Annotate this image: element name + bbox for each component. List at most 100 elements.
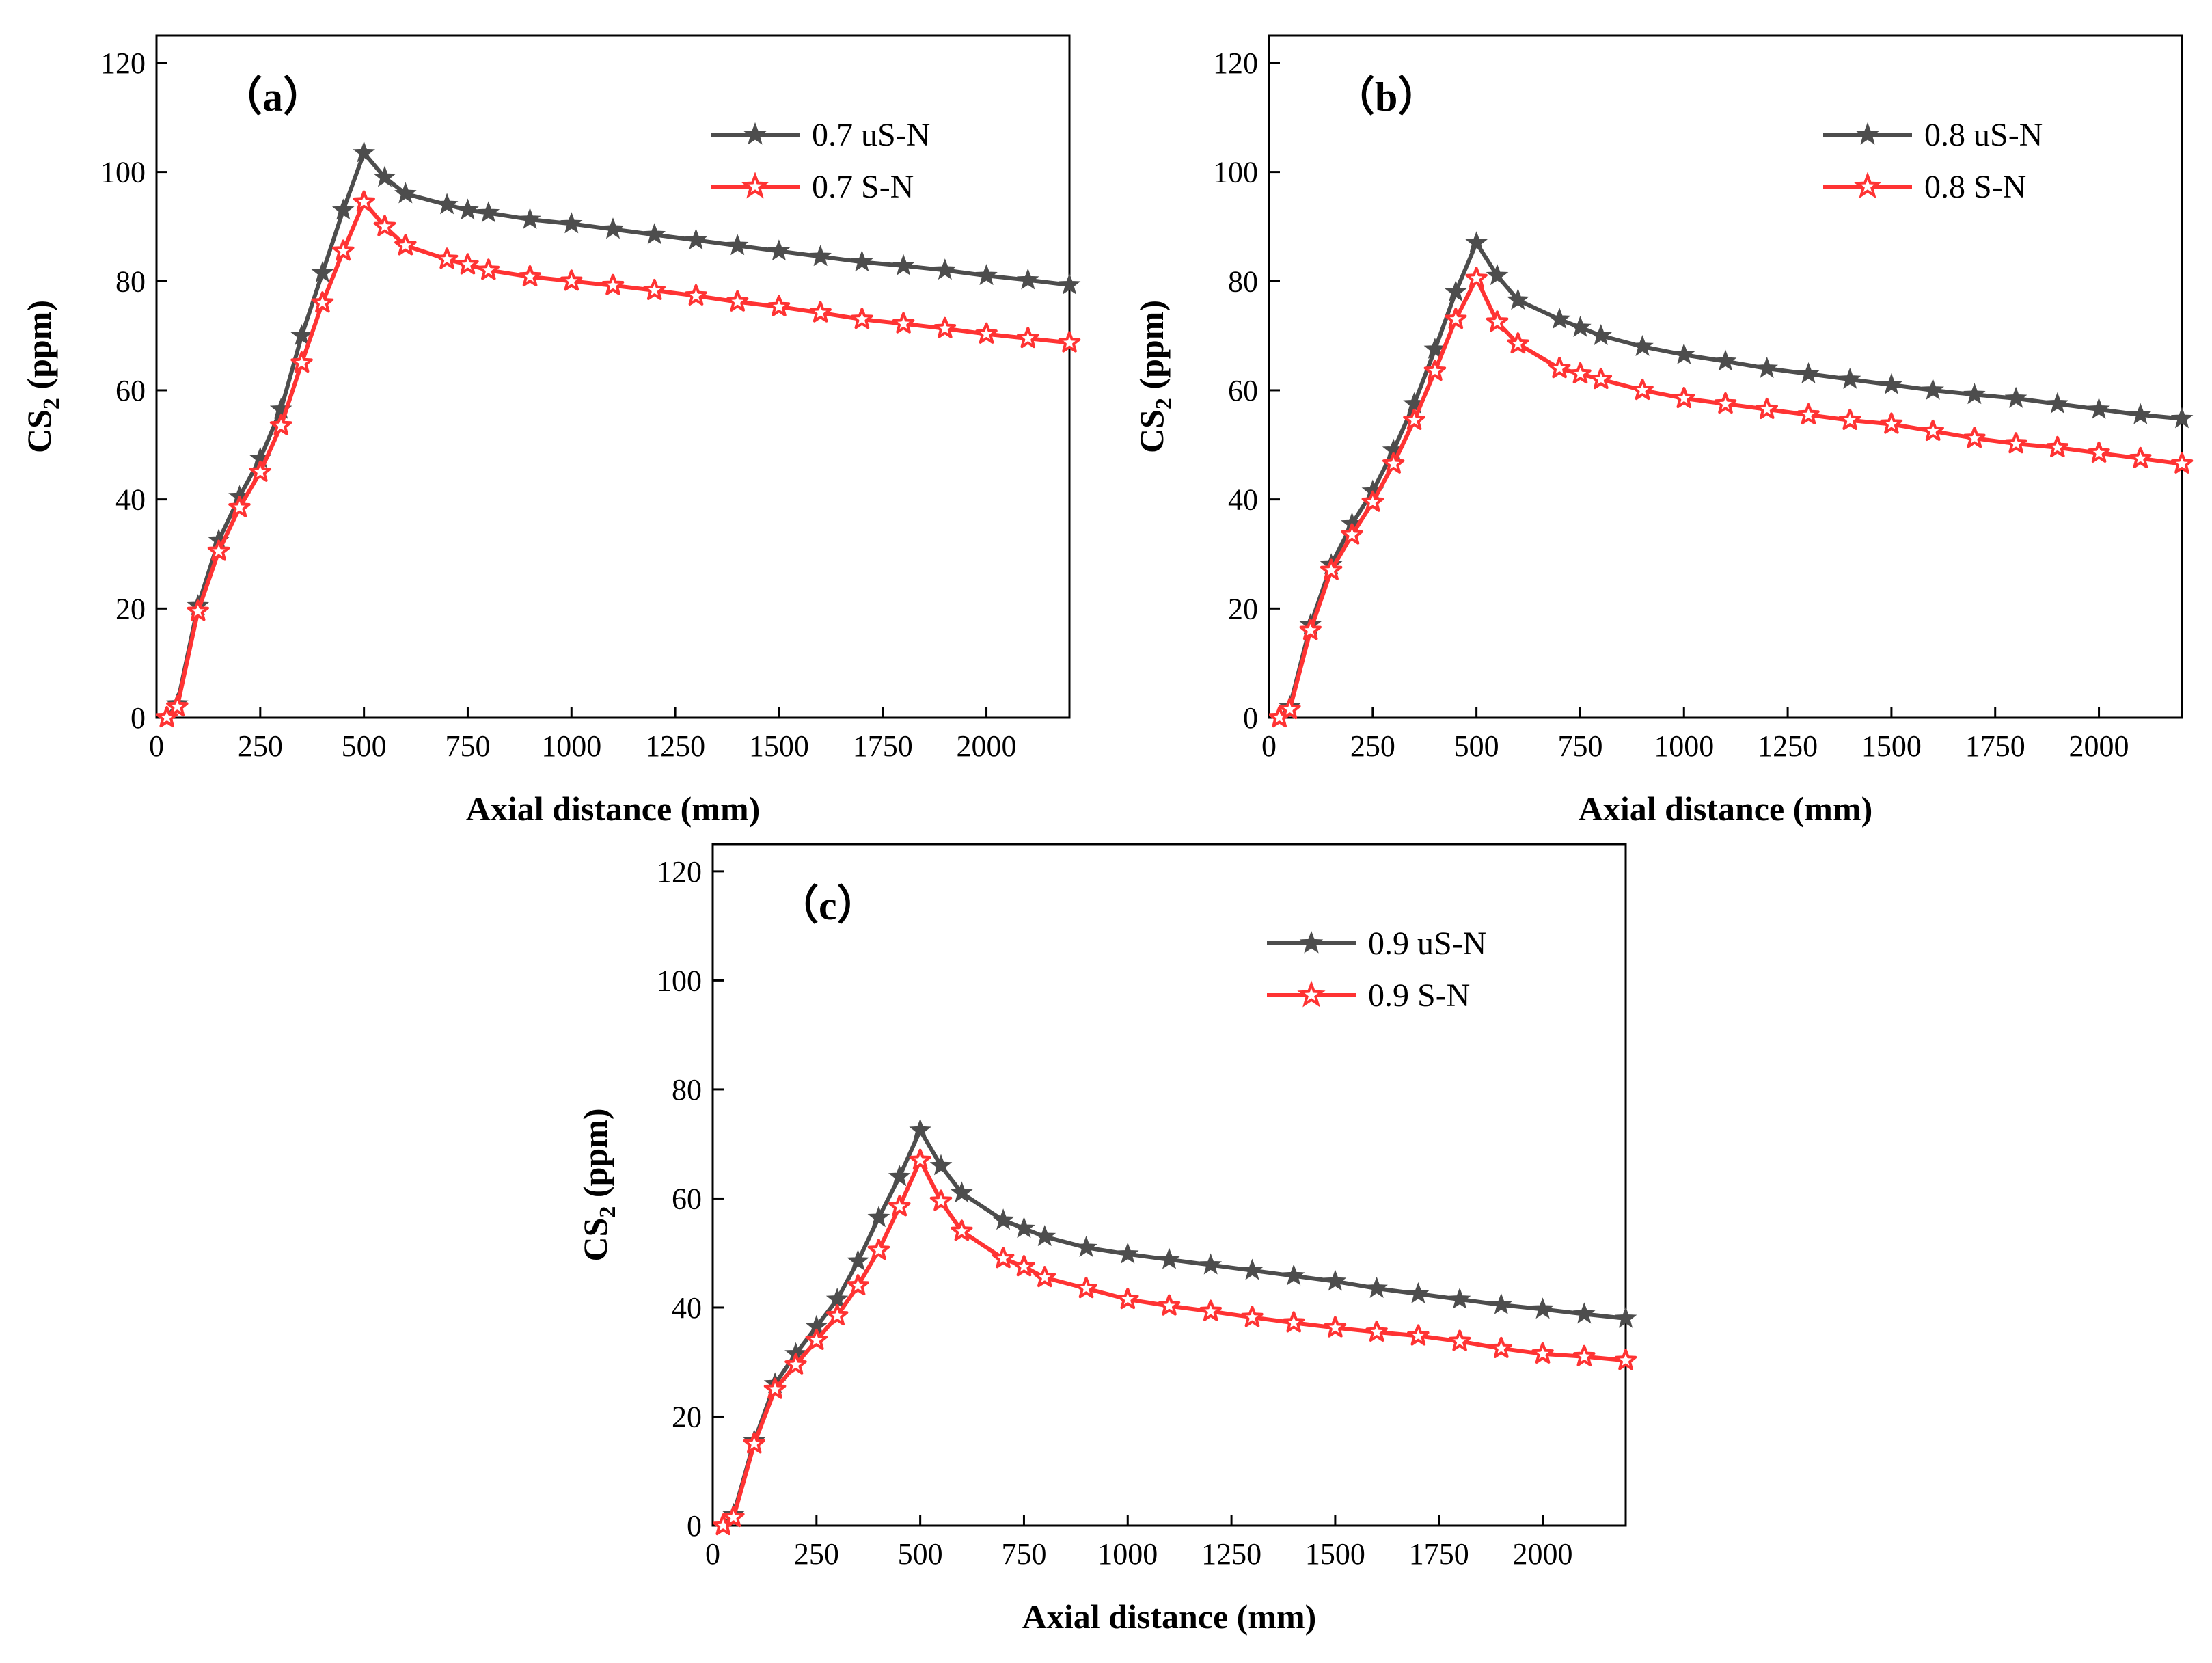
legend-entry: 0.9 uS-N	[1368, 925, 1486, 962]
data-point-us-n	[1572, 1302, 1596, 1324]
series-line-us-n	[1278, 241, 2183, 720]
legend-marker	[1855, 122, 1880, 145]
data-point-s-n	[435, 247, 459, 269]
data-point-s-n	[2088, 441, 2110, 463]
data-point-s-n	[685, 284, 707, 306]
x-tick-label: 500	[898, 1537, 943, 1571]
y-axis-title: CS2 (ppm)	[20, 300, 64, 453]
data-point-us-n	[1631, 334, 1654, 356]
legend-entry: 0.7 uS-N	[812, 117, 930, 153]
data-point-s-n	[1445, 308, 1467, 329]
y-tick-label: 100	[100, 156, 146, 189]
legend-marker	[741, 172, 769, 199]
data-point-us-n	[975, 264, 998, 286]
y-tick-label: 60	[1228, 374, 1258, 407]
y-axis-title-sub: 2	[1151, 398, 1177, 409]
y-axis-title-unit: (ppm)	[20, 300, 58, 398]
data-point-us-n	[825, 1287, 849, 1309]
data-point-us-n	[1282, 1264, 1305, 1286]
data-point-s-n	[519, 265, 541, 286]
data-point-us-n	[1465, 231, 1488, 253]
data-point-us-n	[2170, 407, 2194, 429]
y-tick-label: 0	[131, 701, 146, 735]
data-point-s-n	[249, 460, 272, 482]
legend-marker	[743, 122, 767, 145]
x-tick-label: 750	[1557, 729, 1602, 763]
data-point-s-n	[1320, 558, 1343, 580]
panel-label: （b）	[1334, 74, 1438, 120]
data-point-s-n	[2129, 446, 2152, 468]
plot-frame	[1268, 34, 2183, 719]
data-point-s-n	[892, 312, 915, 334]
data-point-s-n	[1838, 408, 1861, 430]
y-tick-label: 40	[115, 483, 146, 517]
y-axis-title-sub: 2	[39, 398, 64, 409]
data-point-us-n	[477, 201, 500, 223]
y-axis-title-main: CS	[576, 1218, 614, 1262]
data-point-s-n	[2004, 432, 2027, 454]
y-tick-label: 100	[657, 964, 702, 997]
data-point-us-n	[2046, 392, 2069, 414]
data-point-us-n	[1158, 1247, 1181, 1269]
data-point-s-n	[1075, 1277, 1097, 1299]
data-point-s-n	[1341, 523, 1363, 545]
data-point-s-n	[1569, 362, 1592, 384]
data-point-us-n	[1075, 1236, 1097, 1258]
x-tick-label: 2000	[957, 729, 1017, 763]
data-point-us-n	[909, 1118, 931, 1140]
data-point-us-n	[1569, 315, 1592, 338]
data-point-s-n	[1631, 379, 1654, 401]
data-point-us-n	[311, 261, 334, 283]
x-tick-label: 2000	[2069, 729, 2129, 763]
data-point-s-n	[601, 273, 625, 295]
x-tick-label: 1750	[1409, 1537, 1469, 1571]
data-point-s-n	[269, 414, 292, 435]
y-tick-label: 120	[1213, 46, 1258, 80]
data-point-s-n	[763, 1377, 787, 1399]
data-point-us-n	[1880, 373, 1903, 394]
data-point-us-n	[394, 182, 417, 204]
y-axis-title: CS2 (ppm)	[576, 1109, 620, 1262]
legend-marker	[1853, 172, 1882, 199]
data-point-us-n	[1490, 1293, 1513, 1314]
x-tick-label: 500	[1454, 729, 1499, 763]
data-point-us-n	[1423, 337, 1447, 359]
data-point-s-n	[1299, 619, 1322, 640]
data-point-s-n	[851, 308, 873, 329]
x-tick-label: 1750	[853, 729, 913, 763]
data-point-us-n	[1448, 1287, 1471, 1309]
y-tick-label: 60	[115, 374, 146, 407]
x-tick-label: 750	[1001, 1537, 1046, 1571]
data-point-s-n	[166, 695, 189, 717]
data-point-us-n	[847, 1249, 869, 1271]
data-point-s-n	[1507, 332, 1529, 354]
data-point-us-n	[519, 207, 541, 229]
data-point-us-n	[1016, 268, 1039, 290]
data-point-us-n	[1407, 1282, 1430, 1303]
data-point-s-n	[1361, 490, 1384, 512]
y-tick-label: 20	[115, 592, 146, 625]
data-point-s-n	[2046, 435, 2069, 457]
x-tick-label: 0	[1261, 729, 1276, 763]
y-axis-title-unit: (ppm)	[576, 1109, 614, 1206]
y-tick-label: 20	[1228, 592, 1258, 625]
data-point-us-n	[867, 1206, 890, 1228]
data-point-s-n	[1531, 1342, 1554, 1364]
y-axis-title-unit: (ppm)	[1132, 300, 1171, 398]
series-line-s-n	[165, 200, 1070, 720]
y-tick-label: 120	[657, 855, 702, 889]
data-point-s-n	[809, 301, 832, 323]
series-group	[156, 141, 1081, 728]
data-point-us-n	[1672, 342, 1695, 364]
x-tick-label: 0	[149, 729, 164, 763]
data-point-s-n	[456, 253, 479, 275]
data-point-s-n	[560, 269, 583, 291]
data-point-us-n	[933, 258, 957, 280]
data-point-us-n	[1116, 1242, 1139, 1264]
y-axis-title-sub: 2	[595, 1206, 620, 1218]
data-point-us-n	[892, 254, 915, 275]
x-tick-label: 1250	[1758, 729, 1818, 763]
y-tick-label: 40	[672, 1291, 702, 1325]
data-point-s-n	[643, 278, 666, 300]
data-point-s-n	[975, 322, 998, 344]
